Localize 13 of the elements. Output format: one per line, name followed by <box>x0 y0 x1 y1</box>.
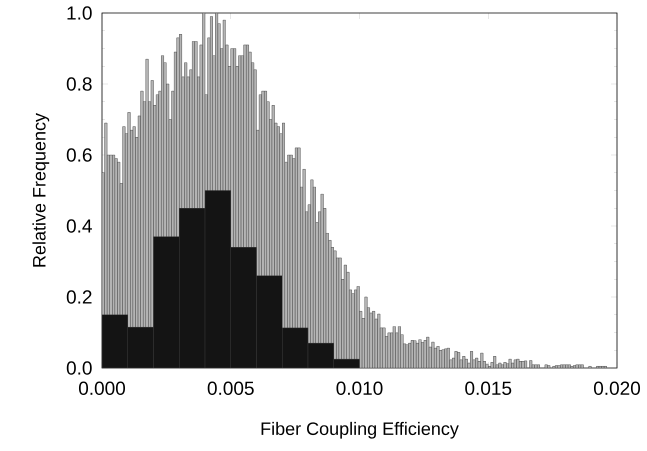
x-tick-label: 0.020 <box>594 382 640 395</box>
x-tick-label: 0.010 <box>336 382 383 395</box>
x-tick-label: 0.000 <box>78 382 126 395</box>
y-tick-label: 0.0 <box>66 361 92 375</box>
y-tick-label: 0.2 <box>66 290 92 304</box>
x-tick-label: 0.015 <box>465 382 512 395</box>
y-tick-label: 1.0 <box>68 6 92 20</box>
x-tick-label: 0.005 <box>208 382 254 395</box>
y-tick-label: 0.4 <box>66 219 92 233</box>
y-axis-title: Relative Frequency <box>32 113 50 267</box>
y-tick-label: 0.8 <box>66 77 92 91</box>
y-tick-label: 0.6 <box>66 148 92 162</box>
x-axis-title: Fiber Coupling Efficiency <box>262 422 459 439</box>
